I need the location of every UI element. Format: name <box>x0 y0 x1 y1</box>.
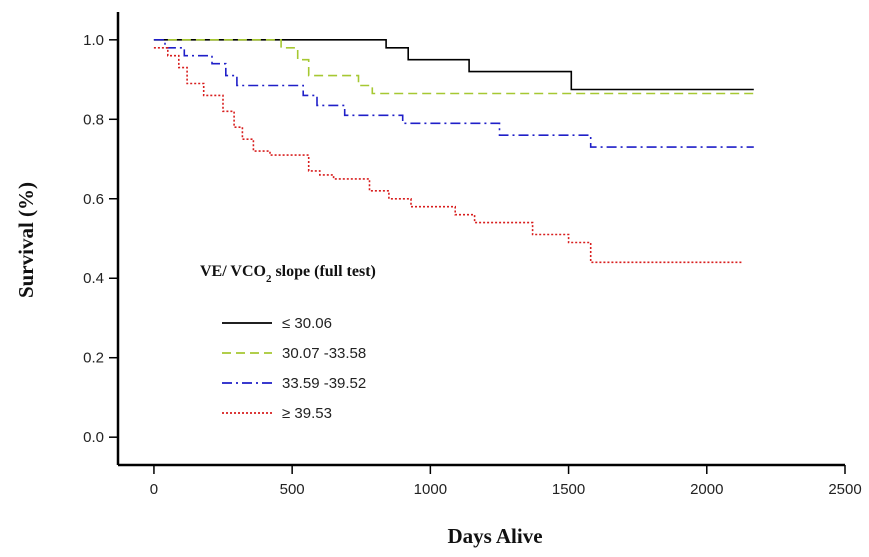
legend-label-4: ≥ 39.53 <box>282 405 332 422</box>
legend-title-subscript: 2 <box>266 273 272 285</box>
series-line-2 <box>153 38 754 95</box>
x-tick-label: 0 <box>150 481 158 498</box>
legend-title-rest: slope (full test) <box>271 263 375 280</box>
legend: VE/ VCO2 slope (full test) ≤ 30.06 30.07 … <box>200 263 376 422</box>
legend-label-3: 33.59 -39.52 <box>282 375 366 392</box>
series-line-4 <box>153 46 743 264</box>
legend-label-2: 30.07 -33.58 <box>282 345 366 362</box>
axes: 0.0 0.2 0.4 0.6 0.8 1.0 0 500 1000 1500 2000 2500 <box>83 12 862 498</box>
y-tick-label: 0.4 <box>83 270 104 287</box>
legend-title-main: VE/ VCO <box>200 263 266 280</box>
series-line-3 <box>153 38 754 148</box>
x-tick-label: 2000 <box>690 481 723 498</box>
x-axis-title: Days Alive <box>447 524 542 548</box>
y-tick-label: 0.6 <box>83 191 104 208</box>
y-axis-title: Survival (%) <box>14 182 38 298</box>
y-tick-label: 0.0 <box>83 429 104 446</box>
x-tick-label: 2500 <box>828 481 861 498</box>
y-tick-label: 0.2 <box>83 350 104 367</box>
x-tick-label: 1000 <box>414 481 447 498</box>
series-line-1 <box>153 38 754 91</box>
x-tick-label: 1500 <box>552 481 585 498</box>
y-tick-label: 0.8 <box>83 111 104 128</box>
x-tick-label: 500 <box>280 481 305 498</box>
legend-title: VE/ VCO2 slope (full test) <box>200 263 376 285</box>
series-layer <box>153 38 754 264</box>
legend-label-1: ≤ 30.06 <box>282 315 332 332</box>
y-tick-label: 1.0 <box>83 32 104 49</box>
